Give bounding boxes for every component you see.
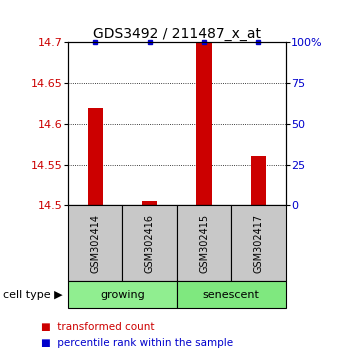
Text: GSM302417: GSM302417 — [253, 214, 264, 273]
Text: ■  transformed count: ■ transformed count — [41, 322, 154, 332]
Title: GDS3492 / 211487_x_at: GDS3492 / 211487_x_at — [93, 28, 261, 41]
Text: GSM302415: GSM302415 — [199, 214, 209, 273]
Bar — [197, 42, 211, 205]
Text: senescent: senescent — [203, 290, 260, 300]
Text: growing: growing — [100, 290, 145, 300]
Text: cell type ▶: cell type ▶ — [3, 290, 63, 300]
Bar — [88, 108, 103, 205]
Text: GSM302416: GSM302416 — [144, 214, 155, 273]
Bar — [142, 201, 157, 205]
Text: GSM302414: GSM302414 — [90, 214, 100, 273]
Bar — [251, 156, 266, 205]
Text: ■  percentile rank within the sample: ■ percentile rank within the sample — [41, 338, 233, 348]
